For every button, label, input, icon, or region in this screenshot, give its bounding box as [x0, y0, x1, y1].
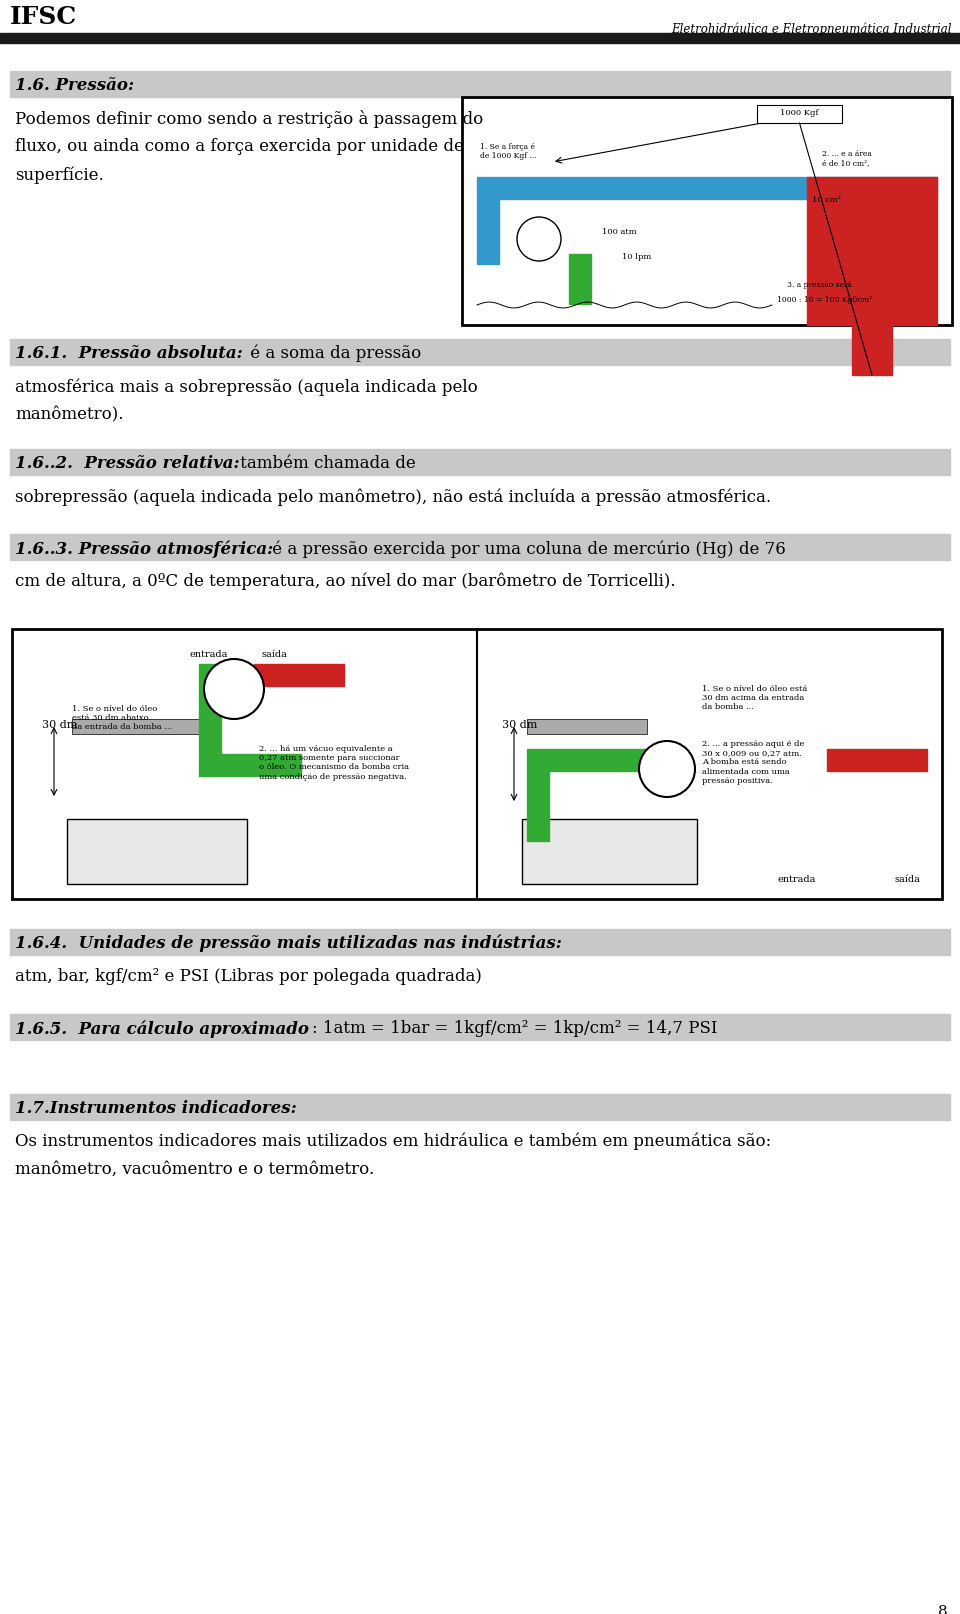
Text: entrada: entrada [190, 649, 228, 659]
Bar [72, 720, 199, 734]
Circle shape [639, 741, 695, 797]
Text: manômetro).: manômetro). [15, 405, 124, 423]
Bar [10, 73, 950, 98]
Text: cm de altura, a 0ºC de temperatura, ao nível do mar (barômetro de Torricelli).: cm de altura, a 0ºC de temperatura, ao n… [15, 573, 676, 591]
Bar [199, 754, 301, 776]
Bar [499, 200, 797, 255]
Bar [10, 1094, 950, 1120]
Bar [477, 178, 937, 200]
Bar [0, 34, 960, 44]
Text: 1.6.1.  Pressão absoluta:: 1.6.1. Pressão absoluta: [15, 345, 243, 362]
Text: sobrepressão (aquela indicada pelo manômetro), não está incluída a pressão atmos: sobrepressão (aquela indicada pelo manôm… [15, 487, 771, 505]
Text: IFSC: IFSC [10, 5, 77, 29]
Text: atm, bar, kgf/cm² e PSI (Libras por polegada quadrada): atm, bar, kgf/cm² e PSI (Libras por pole… [15, 967, 482, 985]
Text: 30 dm: 30 dm [42, 720, 78, 730]
Bar [12, 629, 942, 899]
Bar [462, 98, 952, 326]
Text: 100 atm: 100 atm [602, 228, 636, 236]
Text: 1000 Kgf: 1000 Kgf [780, 108, 819, 116]
Text: saída: saída [894, 875, 920, 883]
Text: 1.6.4.  Unidades de pressão mais utilizadas nas indústrias:: 1.6.4. Unidades de pressão mais utilizad… [15, 935, 562, 952]
Bar [757, 107, 842, 124]
Bar [852, 326, 892, 376]
Text: fluxo, ou ainda como a força exercida por unidade de: fluxo, ou ainda como a força exercida po… [15, 137, 464, 155]
Text: : 1atm = 1bar = 1kgf/cm² = 1kp/cm² = 14,7 PSI: : 1atm = 1bar = 1kgf/cm² = 1kp/cm² = 14,… [312, 1020, 717, 1036]
Text: 1.6. Pressão:: 1.6. Pressão: [15, 77, 134, 94]
Text: 30 dm: 30 dm [502, 720, 538, 730]
Text: atmosférica mais a sobrepressão (aquela indicada pelo: atmosférica mais a sobrepressão (aquela … [15, 378, 478, 395]
Bar [10, 450, 950, 476]
Bar [827, 749, 927, 771]
Text: Os instrumentos indicadores mais utilizados em hidráulica e também em pneumática: Os instrumentos indicadores mais utiliza… [15, 1133, 771, 1149]
Text: 1. Se o nível do óleo
está 30 dm abaixo
da entrada da bomba ...: 1. Se o nível do óleo está 30 dm abaixo … [72, 705, 172, 731]
Bar [67, 820, 247, 884]
Circle shape [204, 660, 264, 720]
Text: superfície.: superfície. [15, 166, 104, 184]
Text: 1000 : 10 = 100 Kgf/cm²: 1000 : 10 = 100 Kgf/cm² [777, 295, 872, 303]
Text: 2. ... a pressão aqui é de
30 x 0,009 ou 0,27 atm.
A bomba está sendo
alimentada: 2. ... a pressão aqui é de 30 x 0,009 ou… [702, 739, 804, 784]
Text: manômetro, vacuômentro e o termômetro.: manômetro, vacuômentro e o termômetro. [15, 1160, 374, 1177]
Text: é a pressão exercida por uma coluna de mercúrio (Hg) de 76: é a pressão exercida por uma coluna de m… [267, 539, 785, 557]
Bar [10, 930, 950, 955]
Text: 1.6..2.  Pressão relativa:: 1.6..2. Pressão relativa: [15, 455, 240, 471]
Text: é a soma da pressão: é a soma da pressão [245, 345, 421, 362]
Text: 1. Se a força é
de 1000 Kgf ...: 1. Se a força é de 1000 Kgf ... [480, 144, 537, 160]
Circle shape [517, 218, 561, 261]
Bar [477, 200, 499, 265]
Text: 1.6..3. Pressão atmosférica:: 1.6..3. Pressão atmosférica: [15, 539, 274, 557]
Text: saída: saída [261, 649, 287, 659]
Bar [10, 341, 950, 366]
Bar [527, 749, 657, 771]
Text: 2. ... e a área
é de 10 cm²,: 2. ... e a área é de 10 cm², [822, 150, 872, 168]
Bar [527, 771, 549, 841]
Text: 10 cm²: 10 cm² [812, 195, 841, 203]
Text: 1.7.Instrumentos indicadores:: 1.7.Instrumentos indicadores: [15, 1099, 297, 1117]
Text: 1.6.5.  Para cálculo aproximado: 1.6.5. Para cálculo aproximado [15, 1020, 309, 1036]
Text: 3. a pressão será: 3. a pressão será [787, 281, 852, 289]
Bar [569, 255, 591, 305]
Text: também chamada de: também chamada de [235, 455, 416, 471]
Bar [522, 820, 697, 884]
Bar [0, 0, 960, 55]
Bar [807, 178, 937, 326]
Bar [0, 36, 960, 39]
Bar [10, 534, 950, 560]
Text: entrada: entrada [778, 875, 816, 883]
Text: 8: 8 [938, 1604, 948, 1614]
Text: 2. ... há um vácuo equivalente a
0,27 atm somente para succionar
o óleo. O mecan: 2. ... há um vácuo equivalente a 0,27 at… [259, 744, 409, 780]
Bar [254, 665, 344, 686]
Bar [199, 665, 221, 754]
Text: Eletrohidráulica e Eletropneumática Industrial: Eletrohidráulica e Eletropneumática Indu… [671, 23, 952, 36]
Text: 1. Se o nível do óleo está
30 dm acima da entrada
da bomba ...: 1. Se o nível do óleo está 30 dm acima d… [702, 684, 807, 710]
Bar [527, 720, 647, 734]
Text: 10 lpm: 10 lpm [622, 253, 651, 261]
Text: Podemos definir como sendo a restrição à passagem do: Podemos definir como sendo a restrição à… [15, 110, 483, 128]
Bar [10, 1014, 950, 1041]
